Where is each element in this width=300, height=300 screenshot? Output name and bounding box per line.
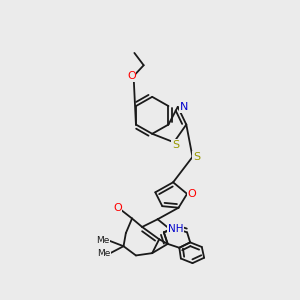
Text: NH: NH: [168, 224, 183, 234]
Text: O: O: [187, 189, 196, 199]
Text: S: S: [172, 140, 179, 150]
Text: S: S: [193, 152, 200, 162]
Text: N: N: [180, 102, 188, 112]
Text: O: O: [127, 71, 136, 81]
Text: Me: Me: [97, 249, 110, 258]
Text: Me: Me: [96, 236, 109, 245]
Text: O: O: [113, 203, 122, 213]
